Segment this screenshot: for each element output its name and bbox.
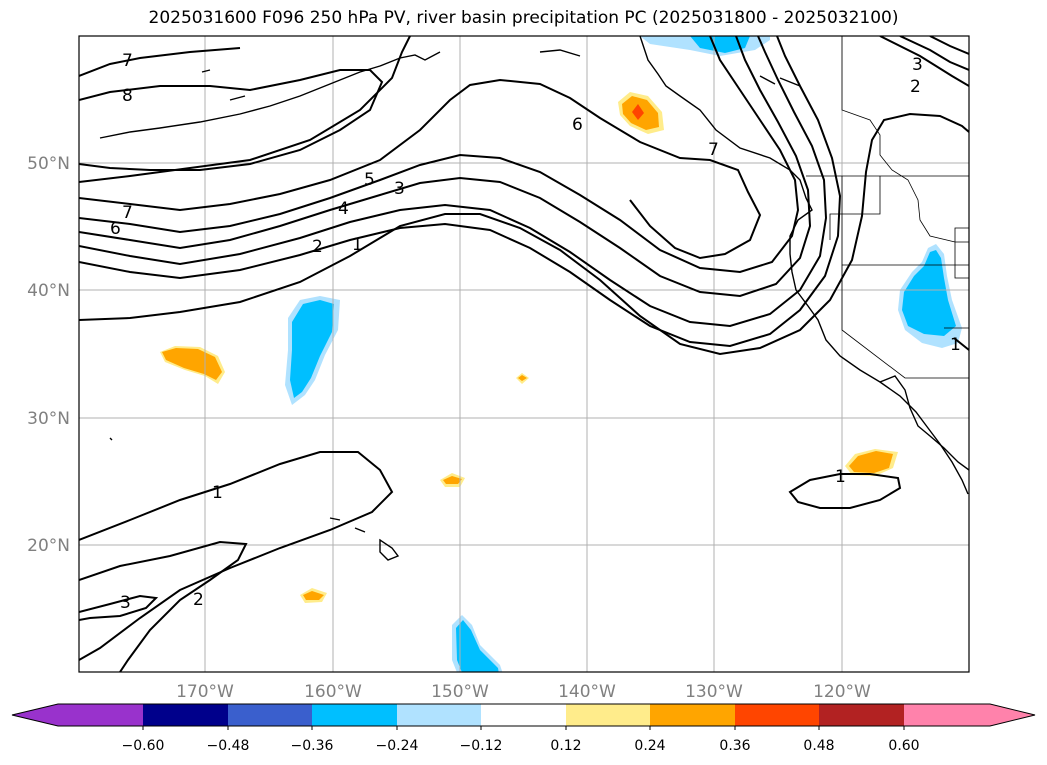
contour-label: 7 [122,51,133,71]
colorbar-segment [397,704,481,726]
colorbar-segment [819,704,904,726]
colorbar-segment [228,704,312,726]
map-title: 2025031600 F096 250 hPa PV, river basin … [148,8,899,28]
contour-label: 4 [338,199,349,219]
colorbar-segment [481,704,566,726]
shade-positive-area [162,348,222,380]
colorbar: −0.60 −0.48 −0.36 −0.24 −0.12 0.12 0.24 … [11,703,1036,754]
colorbar-segment [904,704,990,726]
colorbar-label: 0.48 [803,738,834,754]
map-background [79,36,969,672]
pv-contour-line [79,36,800,274]
pv-contour-line [79,36,828,328]
lon-label: 150°W [431,682,489,702]
lat-label: 50°N [27,154,70,174]
lon-label: 120°W [813,682,871,702]
colorbar-label: −0.60 [122,738,165,754]
colorbar-extend-min [12,704,58,726]
contour-label: 2 [193,590,204,610]
pv-contour-line [79,594,159,621]
contour-label: 1 [212,483,223,503]
pv-contour-line [929,36,969,55]
lon-tick-labels: 170°W 160°W 150°W 140°W 130°W 120°W [176,682,871,702]
colorbar-segment [650,704,735,726]
colorbar-segment [735,704,819,726]
lon-label: 170°W [176,682,234,702]
shade-negative-area [902,250,956,336]
contour-label: 2 [910,77,921,97]
pv-contour-line [79,451,394,661]
colorbar-label: 0.12 [550,738,581,754]
coastlines [99,36,969,561]
contour-label: 3 [394,179,405,199]
pv-contour-line [79,36,842,348]
contour-label: 7 [708,140,719,160]
shade-positive-area [849,451,893,473]
colorbar-segment [58,704,143,726]
pv-contour-line [788,473,902,509]
lat-label: 40°N [27,281,70,301]
lon-label: 140°W [558,682,616,702]
borders [806,36,969,379]
precip-shading [160,36,962,672]
pv-contour-line [79,69,384,171]
pv-contour-line [899,36,969,71]
colorbar-extend-max [990,704,1035,726]
colorbar-label: 0.36 [719,738,750,754]
map-frame [78,35,970,673]
shade-positive-area [303,591,324,600]
colorbar-label: −0.36 [291,738,334,754]
colorbar-segment [143,704,228,726]
shade-negative-area [290,300,334,398]
lon-label: 130°W [685,682,743,702]
contour-label: 3 [912,55,923,75]
contour-label: 7 [122,203,133,223]
contour-label: 5 [364,170,375,190]
contour-label: 2 [312,237,323,257]
colorbar-outline [11,703,1036,727]
pv-contour-line [79,47,241,77]
colorbar-label: −0.12 [460,738,503,754]
pv-contour-line [953,337,969,351]
colorbar-label: −0.24 [376,738,419,754]
colorbar-label: −0.48 [207,738,250,754]
pv-contour-line [79,78,762,260]
gridlines [79,36,969,672]
pv-contour-line [79,540,248,672]
colorbar-segment [312,704,397,726]
pv-contours [79,36,969,672]
colorbar-tick-labels: −0.60 −0.48 −0.36 −0.24 −0.12 0.12 0.24 … [122,738,920,754]
pv-contour-line [79,36,812,298]
contour-label: 6 [110,219,121,239]
shade-positive-area [518,375,527,381]
lon-label: 160°W [304,682,362,702]
contour-label: 1 [352,235,363,255]
pv-contour-line [79,112,969,356]
contour-label: 1 [835,467,846,487]
shade-negative-area [690,36,750,53]
contour-label: 8 [122,86,133,106]
lat-label: 30°N [27,409,70,429]
colorbar-segment [566,704,650,726]
pv-contour-line [879,36,969,87]
contour-label: 1 [950,335,961,355]
shade-positive-area [632,104,644,120]
contour-label: 6 [572,115,583,135]
contour-labels: 7 8 7 6 5 4 3 2 1 6 7 3 2 1 2 3 1 1 [110,51,961,613]
colorbar-label: 0.60 [888,738,919,754]
shade-negative-area [456,620,499,672]
pv-contour-line [79,36,411,183]
shade-positive-area [443,476,462,484]
lat-tick-labels: 50°N 40°N 30°N 20°N [27,154,70,556]
colorbar-label: 0.24 [634,738,665,754]
lat-label: 20°N [27,536,70,556]
contour-label: 3 [120,593,131,613]
